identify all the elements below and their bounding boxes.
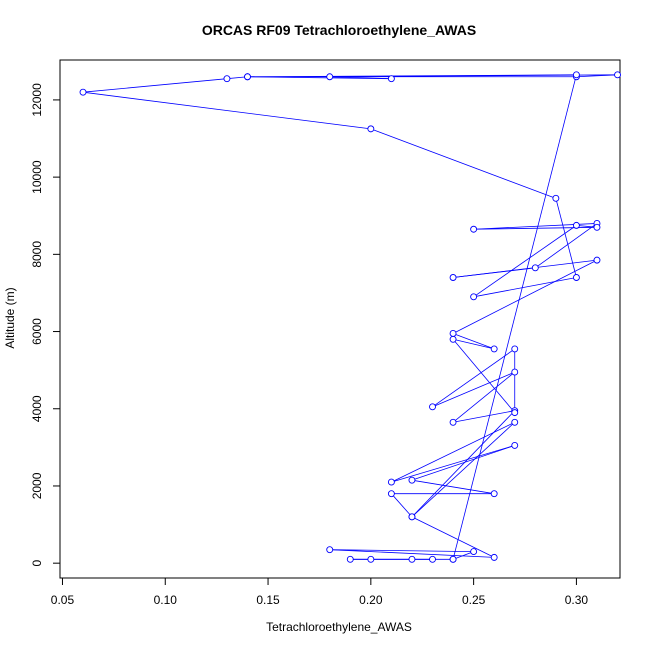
series-segment [452, 410, 515, 423]
series-segment [370, 128, 556, 199]
data-point [511, 409, 519, 417]
data-point [552, 194, 560, 202]
y-tick-label: 2000 [30, 472, 44, 499]
series-segment [555, 198, 577, 278]
y-axis-label: Altitude (m) [3, 287, 17, 348]
series-segment [452, 551, 474, 560]
x-tick-label: 0.20 [359, 593, 383, 607]
data-point [408, 513, 416, 521]
data-point [511, 441, 519, 449]
x-tick-label: 0.15 [256, 593, 280, 607]
series-segment [411, 421, 516, 518]
data-point [572, 71, 580, 79]
series-segment [452, 74, 577, 560]
series-segment [452, 333, 495, 350]
series-layer [79, 71, 621, 563]
series-segment [535, 223, 598, 269]
series-segment [452, 339, 516, 413]
data-point [387, 490, 395, 498]
series-segment [411, 479, 495, 495]
data-point [490, 490, 498, 498]
data-point [490, 553, 498, 561]
x-axis-label: Tetrachloroethylene_AWAS [266, 620, 412, 634]
y-tick-label: 12000 [30, 83, 44, 117]
data-point [408, 555, 416, 563]
series-segment [473, 225, 577, 298]
x-tick-label: 0.10 [154, 593, 178, 607]
x-tick-label: 0.30 [565, 593, 589, 607]
data-point [367, 125, 375, 133]
series-segment [411, 410, 516, 518]
data-point [449, 418, 457, 426]
data-point [326, 546, 334, 554]
data-point [429, 555, 436, 563]
series-segment [391, 421, 515, 483]
data-point [511, 368, 519, 376]
x-tick-label: 0.25 [462, 593, 486, 607]
y-tick-label: 4000 [30, 395, 44, 422]
data-point [593, 256, 601, 264]
series-segment [432, 348, 515, 408]
x-axis: 0.05 0.10 0.15 0.20 0.25 0.30 [51, 577, 589, 607]
y-tick-label: 6000 [30, 318, 44, 345]
series-segment [473, 277, 577, 298]
data-point [511, 418, 519, 426]
data-point [593, 223, 601, 231]
series-segment [453, 267, 536, 278]
data-point [449, 335, 457, 343]
data-point [572, 274, 580, 281]
chart-title: ORCAS RF09 Tetrachloroethylene_AWAS [202, 22, 476, 38]
data-point [470, 225, 478, 233]
series-segment [432, 371, 515, 408]
data-point [387, 478, 395, 486]
series-segment [329, 549, 495, 558]
data-point [470, 548, 478, 556]
data-point [244, 73, 251, 81]
series-segment [411, 445, 515, 481]
series-segment [452, 259, 598, 334]
data-point [387, 75, 395, 83]
series-segment [329, 549, 474, 552]
y-axis: 0 2000 4000 6000 8000 10000 12000 [30, 83, 61, 567]
x-tick-label: 0.05 [51, 593, 75, 607]
data-point [490, 345, 498, 353]
data-point [572, 221, 580, 229]
data-point [511, 345, 519, 353]
series-segment [82, 91, 371, 130]
data-point [614, 71, 621, 79]
series-segment [247, 74, 577, 78]
data-point [367, 555, 375, 563]
data-point [429, 403, 436, 411]
data-point [408, 476, 416, 484]
data-point [79, 88, 87, 96]
y-tick-label: 10000 [30, 160, 44, 194]
data-point [449, 330, 457, 337]
plot-frame [59, 59, 621, 579]
series-segment [452, 371, 515, 423]
data-point [470, 293, 478, 301]
series-segment [247, 76, 392, 80]
data-point [346, 555, 354, 563]
series-segment [411, 516, 495, 558]
data-point [326, 73, 334, 81]
series-segment [391, 493, 413, 518]
data-point [449, 274, 457, 281]
data-point [449, 555, 457, 563]
y-tick-label: 0 [30, 560, 44, 567]
series-segment [391, 445, 515, 483]
series-segment [452, 338, 495, 350]
y-tick-label: 8000 [30, 241, 44, 268]
series-segment [82, 78, 227, 93]
data-point [531, 264, 539, 272]
data-point [223, 75, 231, 83]
